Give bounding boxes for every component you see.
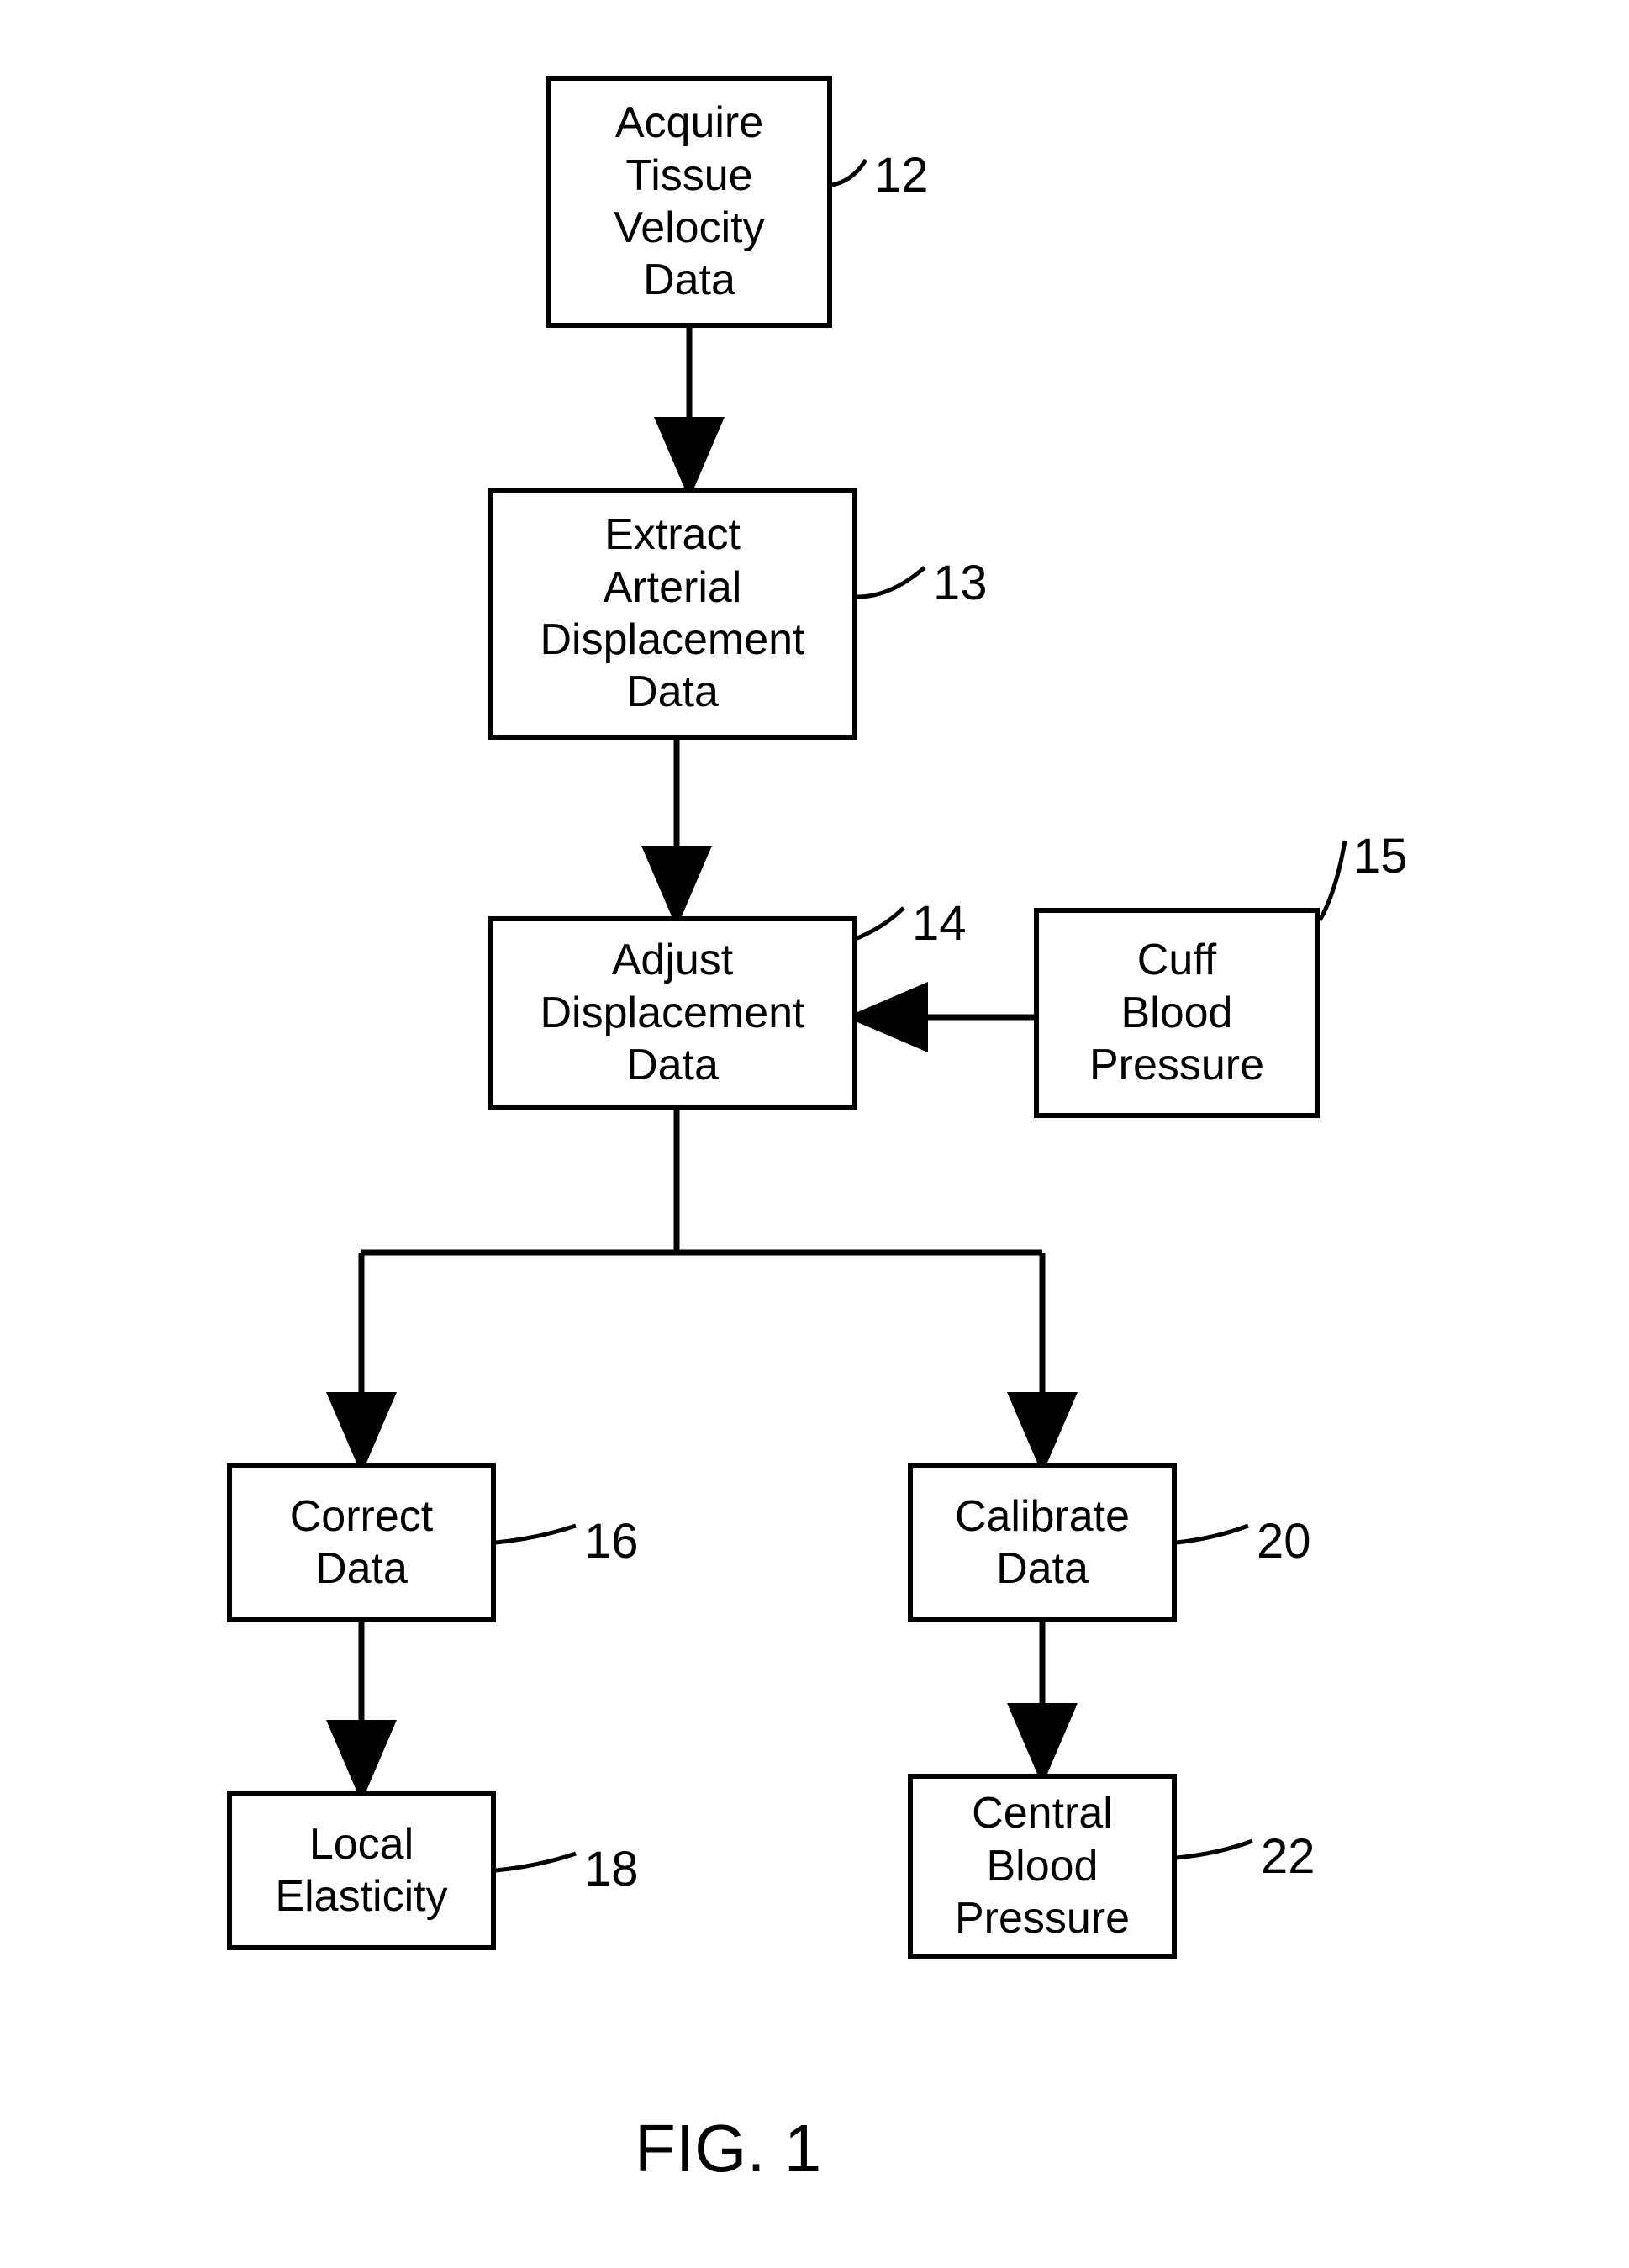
node-label: CuffBloodPressure bbox=[1089, 934, 1264, 1091]
node-adjust-displacement: AdjustDisplacementData bbox=[488, 916, 857, 1110]
node-central-blood-pressure: CentralBloodPressure bbox=[908, 1774, 1177, 1959]
leader-line bbox=[1177, 1841, 1252, 1858]
ref-label-13: 13 bbox=[933, 555, 988, 611]
ref-label-14: 14 bbox=[912, 895, 967, 952]
leader-line bbox=[832, 160, 866, 185]
node-label: CorrectData bbox=[290, 1490, 433, 1596]
flowchart-container: AcquireTissueVelocityData ExtractArteria… bbox=[0, 0, 1629, 2268]
node-label: ExtractArterialDisplacementData bbox=[540, 509, 804, 719]
node-extract-arterial-displacement: ExtractArterialDisplacementData bbox=[488, 488, 857, 740]
node-local-elasticity: LocalElasticity bbox=[227, 1791, 496, 1950]
node-label: CentralBloodPressure bbox=[955, 1787, 1130, 1944]
leader-line bbox=[496, 1526, 576, 1543]
figure-caption: FIG. 1 bbox=[635, 2110, 821, 2187]
leader-line bbox=[857, 567, 925, 597]
ref-label-22: 22 bbox=[1261, 1828, 1315, 1885]
node-acquire-tissue-velocity: AcquireTissueVelocityData bbox=[546, 76, 832, 328]
node-label: LocalElasticity bbox=[275, 1818, 447, 1923]
node-correct-data: CorrectData bbox=[227, 1463, 496, 1622]
ref-label-20: 20 bbox=[1257, 1513, 1311, 1569]
node-calibrate-data: CalibrateData bbox=[908, 1463, 1177, 1622]
node-label: AcquireTissueVelocityData bbox=[614, 97, 764, 307]
ref-label-16: 16 bbox=[584, 1513, 639, 1569]
node-cuff-blood-pressure: CuffBloodPressure bbox=[1034, 908, 1320, 1118]
leader-line bbox=[1177, 1526, 1248, 1543]
node-label: CalibrateData bbox=[955, 1490, 1130, 1596]
leader-line bbox=[1320, 841, 1345, 920]
ref-label-15: 15 bbox=[1353, 828, 1408, 884]
ref-label-18: 18 bbox=[584, 1841, 639, 1897]
node-label: AdjustDisplacementData bbox=[540, 934, 804, 1091]
ref-label-12: 12 bbox=[874, 147, 929, 203]
leader-line bbox=[496, 1854, 576, 1870]
